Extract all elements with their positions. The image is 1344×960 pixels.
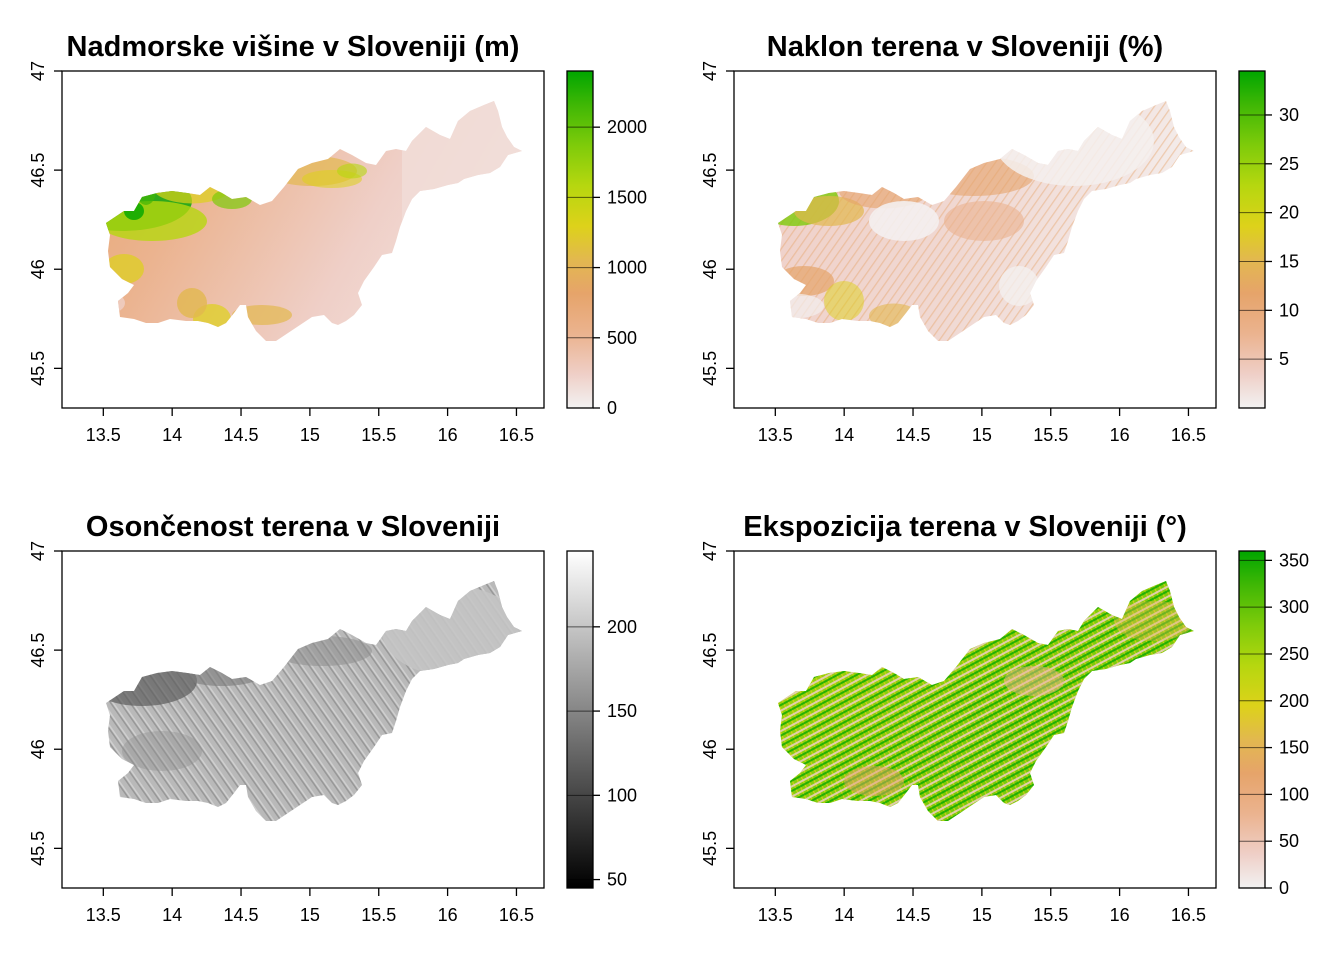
- y-tick-label: 45.5: [700, 831, 720, 866]
- legend-tick-label: 300: [1279, 597, 1309, 617]
- panel-title: Naklon terena v Sloveniji (%): [767, 31, 1163, 63]
- y-tick-label: 45.5: [700, 351, 720, 386]
- x-tick-label: 13.5: [758, 905, 793, 925]
- y-tick-label: 46.5: [28, 633, 48, 668]
- map-panel-hillshade: Osončenost terena v Sloveniji 13.5 14 14.5 1…: [28, 511, 637, 925]
- x-tick-label: 13.5: [758, 425, 793, 445]
- y-tick-label: 46: [28, 259, 48, 279]
- x-tick-label: 16.5: [499, 905, 534, 925]
- legend-frame: [1238, 550, 1266, 889]
- x-tick-label: 15: [972, 905, 992, 925]
- legend-tick-label: 15: [1279, 251, 1299, 271]
- legend-tick-label: 2000: [607, 117, 647, 137]
- x-tick-label: 14: [162, 905, 182, 925]
- plot-frame: [61, 70, 545, 409]
- legend-tick-label: 150: [607, 701, 637, 721]
- x-tick-label: 16.5: [1171, 425, 1206, 445]
- legend-tick-label: 50: [607, 870, 627, 890]
- x-tick-label: 14: [834, 905, 854, 925]
- legend-tick-label: 250: [1279, 644, 1309, 664]
- x-tick-label: 16: [1110, 905, 1130, 925]
- y-tick-label: 46.5: [28, 153, 48, 188]
- legend-frame: [566, 70, 594, 409]
- legend-tick-label: 200: [607, 617, 637, 637]
- x-tick-label: 14.5: [896, 425, 931, 445]
- legend-tick-label: 25: [1279, 154, 1299, 174]
- x-tick-label: 13.5: [86, 425, 121, 445]
- x-tick-label: 16: [1110, 425, 1130, 445]
- x-tick-label: 15: [972, 425, 992, 445]
- plot-frame: [733, 70, 1217, 409]
- y-tick-label: 46.5: [700, 633, 720, 668]
- legend-tick-label: 100: [1279, 784, 1309, 804]
- legend-gradient: [1239, 71, 1265, 408]
- y-tick-label: 47: [28, 541, 48, 561]
- legend-tick-label: 30: [1279, 105, 1299, 125]
- x-tick-label: 15.5: [361, 425, 396, 445]
- x-tick-label: 16.5: [1171, 905, 1206, 925]
- legend-frame: [566, 550, 594, 889]
- x-tick-label: 14: [834, 425, 854, 445]
- y-tick-label: 47: [28, 61, 48, 81]
- legend-tick-label: 500: [607, 328, 637, 348]
- legend-colorbar: 0 500 1000 1500 2000: [566, 70, 647, 418]
- panel-title: Nadmorske višine v Sloveniji (m): [67, 31, 520, 63]
- legend-tick-label: 1500: [607, 187, 647, 207]
- x-tick-label: 15.5: [361, 905, 396, 925]
- x-tick-label: 15.5: [1033, 905, 1068, 925]
- map-panel-elevation: Nadmorske višine v Sloveniji (m) 13.5 14 14…: [28, 31, 647, 445]
- x-tick-label: 13.5: [86, 905, 121, 925]
- legend-tick-label: 20: [1279, 203, 1299, 223]
- legend-colorbar: 0 50 100 150 200 250 300 350: [1238, 550, 1309, 898]
- legend-tick-label: 100: [607, 785, 637, 805]
- plot-frame: [733, 550, 1217, 889]
- x-tick-label: 14.5: [224, 905, 259, 925]
- legend-tick-label: 0: [1279, 878, 1289, 898]
- y-tick-label: 45.5: [28, 351, 48, 386]
- legend-gradient: [567, 71, 593, 408]
- legend-tick-label: 350: [1279, 550, 1309, 570]
- panel-title: Osončenost terena v Sloveniji: [86, 511, 500, 543]
- country-raster: [106, 581, 522, 821]
- x-tick-label: 14.5: [224, 425, 259, 445]
- x-tick-label: 16: [438, 905, 458, 925]
- y-tick-label: 45.5: [28, 831, 48, 866]
- country-raster: [778, 581, 1194, 821]
- legend-gradient: [1239, 551, 1265, 888]
- country-raster: [778, 101, 1194, 341]
- legend-tick-label: 150: [1279, 738, 1309, 758]
- y-tick-label: 46: [700, 739, 720, 759]
- plot-frame: [61, 550, 545, 889]
- y-tick-label: 46.5: [700, 153, 720, 188]
- y-tick-label: 46: [700, 259, 720, 279]
- legend-tick-label: 200: [1279, 691, 1309, 711]
- x-tick-label: 14.5: [896, 905, 931, 925]
- legend-tick-label: 5: [1279, 349, 1289, 369]
- y-tick-label: 46: [28, 739, 48, 759]
- x-tick-label: 15: [300, 905, 320, 925]
- legend-tick-label: 10: [1279, 300, 1299, 320]
- legend-gradient: [567, 551, 593, 888]
- y-tick-label: 47: [700, 61, 720, 81]
- y-tick-label: 47: [700, 541, 720, 561]
- x-tick-label: 16.5: [499, 425, 534, 445]
- x-tick-label: 14: [162, 425, 182, 445]
- map-panel-aspect: Ekspozicija terena v Sloveniji (°) 13.5 14…: [700, 511, 1309, 925]
- x-tick-label: 15.5: [1033, 425, 1068, 445]
- country-raster: [106, 101, 522, 341]
- x-tick-label: 16: [438, 425, 458, 445]
- legend-colorbar: 50 100 150 200: [566, 550, 637, 890]
- legend-tick-label: 50: [1279, 831, 1299, 851]
- legend-tick-label: 1000: [607, 258, 647, 278]
- map-panel-slope: Naklon terena v Sloveniji (%) 13.5 14 14.5 1…: [700, 31, 1299, 445]
- legend-colorbar: 5 10 15 20 25 30: [1238, 70, 1299, 409]
- x-tick-label: 15: [300, 425, 320, 445]
- legend-frame: [1238, 70, 1266, 409]
- legend-tick-label: 0: [607, 398, 617, 418]
- panel-title: Ekspozicija terena v Sloveniji (°): [743, 511, 1187, 543]
